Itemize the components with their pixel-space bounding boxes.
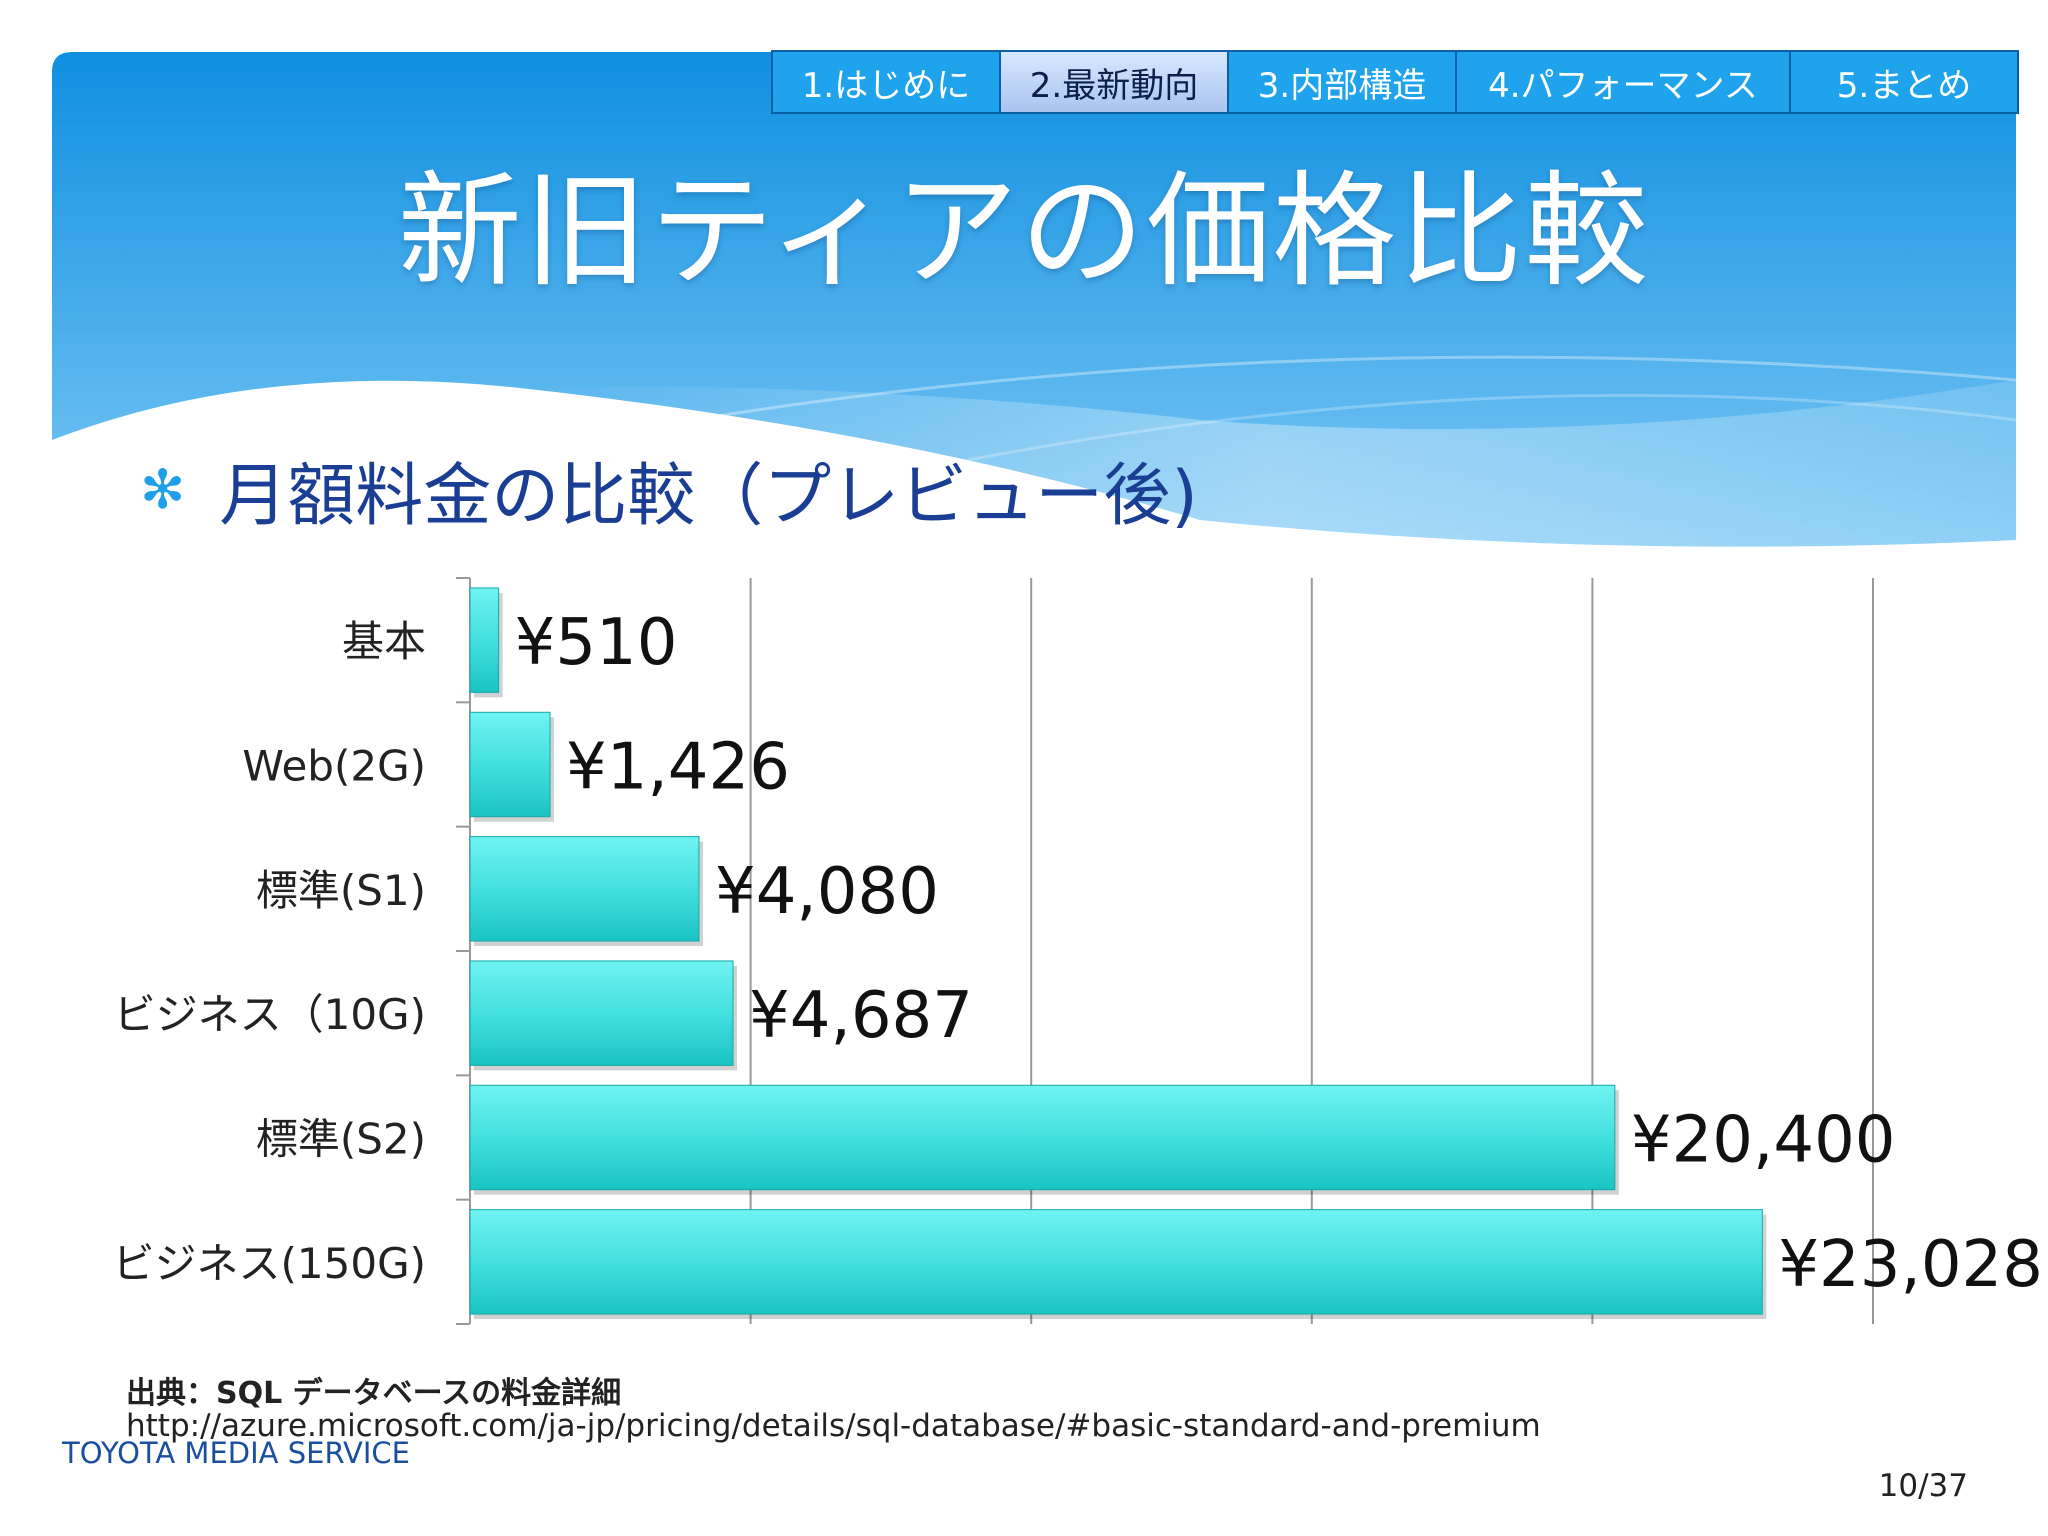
slide-title: 新旧ティアの価格比較 xyxy=(397,160,1651,304)
header-banner xyxy=(52,52,2017,547)
tab-introduction[interactable]: 1.はじめに xyxy=(771,50,1001,114)
category-label: ビジネス（10G) xyxy=(114,990,426,1039)
category-label: 標準(S1) xyxy=(256,866,426,915)
category-label: 基本 xyxy=(342,617,426,666)
bar-4 xyxy=(469,1084,1616,1191)
bar-0 xyxy=(469,587,500,693)
value-label: ¥1,426 xyxy=(566,731,790,805)
tab-performance[interactable]: 4.パフォーマンス xyxy=(1455,50,1791,114)
footer-company: TOYOTA MEDIA SERVICE xyxy=(62,1436,410,1470)
section-tabs: 1.はじめに 2.最新動向 3.内部構造 4.パフォーマンス 5.まとめ xyxy=(771,50,2019,118)
value-label: ¥4,687 xyxy=(749,979,973,1053)
value-label: ¥20,400 xyxy=(1631,1104,1896,1178)
price-comparison-chart: 基本 ¥510 Web(2G) ¥1,426 標準(S1) ¥4,080 ビジネス（10G)… xyxy=(113,577,2043,1325)
source-title: 出典：SQL データベースの料金詳細 xyxy=(126,1376,622,1411)
tab-internal-structure[interactable]: 3.内部構造 xyxy=(1227,50,1457,114)
value-label: ¥510 xyxy=(515,606,678,680)
tab-summary[interactable]: 5.まとめ xyxy=(1789,50,2019,114)
bullet-text: 月額料金の比較（プレビュー後) xyxy=(219,457,1198,536)
tab-latest-trends[interactable]: 2.最新動向 xyxy=(999,50,1229,114)
asterisk-bullet-icon: ✻ xyxy=(140,458,186,521)
value-label: ¥4,080 xyxy=(715,855,939,929)
bar-2 xyxy=(469,836,700,942)
value-label: ¥23,028 xyxy=(1778,1228,2043,1302)
category-label: ビジネス(150G) xyxy=(113,1239,426,1288)
category-label: Web(2G) xyxy=(242,742,426,791)
bar-5 xyxy=(469,1209,1763,1315)
bullet-row: ✻ 月額料金の比較（プレビュー後) xyxy=(140,440,1198,539)
page-number: 10/37 xyxy=(1878,1468,1968,1504)
bar-1 xyxy=(469,711,551,818)
category-label: 標準(S2) xyxy=(256,1115,426,1164)
source-url[interactable]: http://azure.microsoft.com/ja-jp/pricing… xyxy=(126,1408,1541,1444)
bar-3 xyxy=(469,960,734,1066)
